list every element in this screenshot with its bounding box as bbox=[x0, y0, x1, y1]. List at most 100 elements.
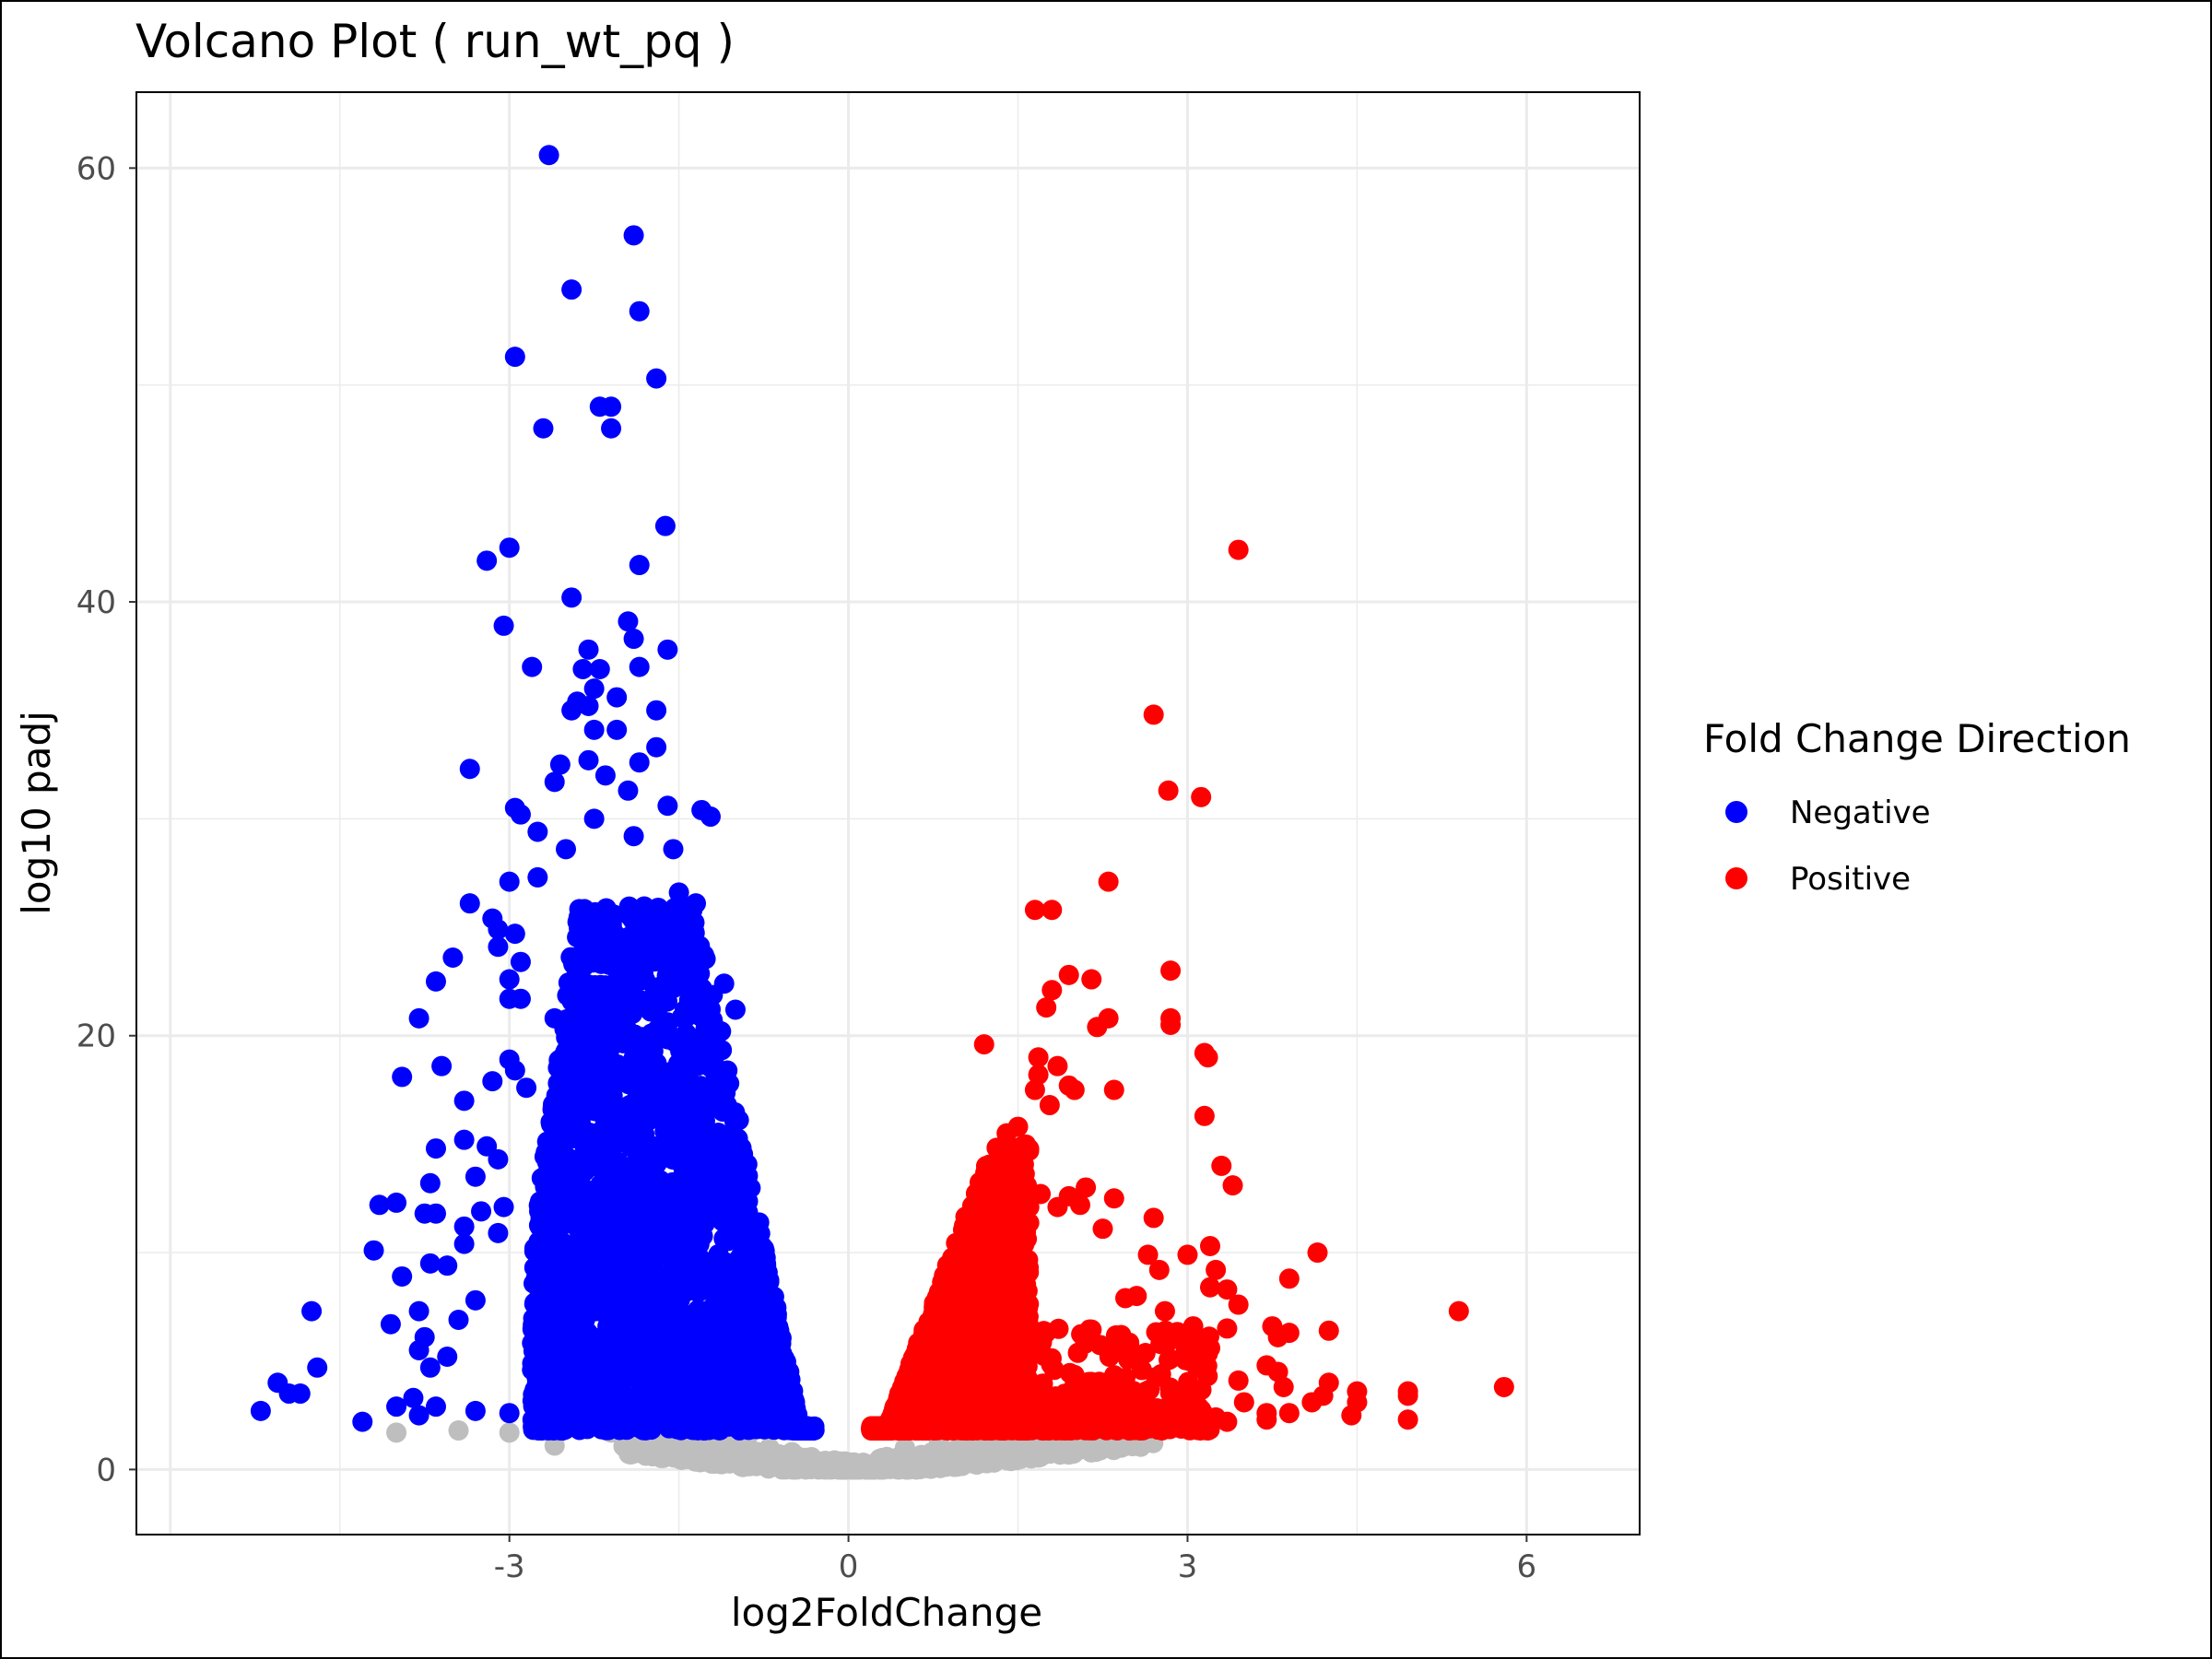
negative-point bbox=[602, 1136, 623, 1158]
negative-point bbox=[618, 780, 639, 801]
negative-point bbox=[646, 368, 667, 389]
negative-point bbox=[488, 1222, 509, 1243]
negative-point bbox=[705, 1327, 726, 1348]
nonsignificant-point bbox=[944, 1440, 965, 1461]
negative-point bbox=[700, 1077, 722, 1098]
negative-point bbox=[408, 1339, 429, 1360]
negative-point bbox=[538, 145, 559, 166]
negative-point bbox=[510, 988, 531, 1009]
negative-point bbox=[754, 1276, 775, 1297]
negative-point bbox=[499, 969, 520, 990]
negative-point bbox=[626, 1046, 647, 1067]
negative-point bbox=[533, 418, 554, 439]
negative-point bbox=[663, 839, 684, 860]
negative-point bbox=[657, 639, 678, 660]
negative-point bbox=[549, 754, 571, 775]
negative-point bbox=[679, 1086, 700, 1107]
negative-point bbox=[700, 1190, 721, 1211]
negative-point bbox=[504, 924, 525, 945]
negative-point bbox=[725, 1280, 747, 1301]
negative-point bbox=[560, 1266, 582, 1288]
negative-point bbox=[590, 1241, 611, 1262]
negative-point bbox=[662, 1171, 683, 1193]
negative-point bbox=[727, 1128, 748, 1149]
data-points bbox=[250, 145, 1514, 1480]
negative-point bbox=[688, 1261, 710, 1282]
negative-point bbox=[558, 972, 579, 994]
negative-point bbox=[674, 1317, 695, 1338]
negative-point bbox=[641, 1417, 663, 1438]
negative-point bbox=[465, 1289, 486, 1311]
negative-point bbox=[544, 1007, 565, 1029]
negative-point bbox=[499, 537, 520, 559]
negative-point bbox=[686, 1371, 707, 1392]
negative-point bbox=[711, 1369, 732, 1390]
negative-point bbox=[534, 1261, 555, 1282]
negative-point bbox=[352, 1411, 373, 1432]
negative-point bbox=[301, 1300, 323, 1322]
negative-point bbox=[662, 1061, 683, 1082]
nonsignificant-point bbox=[894, 1437, 915, 1458]
negative-point bbox=[536, 1163, 558, 1184]
nonsignificant-point bbox=[971, 1441, 993, 1463]
negative-point bbox=[543, 1407, 564, 1429]
negative-point bbox=[623, 826, 644, 847]
negative-point bbox=[612, 1356, 633, 1377]
negative-point bbox=[695, 1418, 716, 1439]
negative-point bbox=[668, 882, 689, 903]
negative-point bbox=[670, 1339, 691, 1360]
negative-point bbox=[453, 1129, 475, 1150]
negative-point bbox=[619, 1267, 641, 1288]
negative-point bbox=[647, 999, 668, 1020]
negative-point bbox=[488, 936, 509, 958]
negative-point bbox=[363, 1240, 384, 1261]
negative-point bbox=[471, 1201, 492, 1222]
negative-point bbox=[580, 1285, 601, 1306]
negative-point bbox=[722, 1402, 743, 1423]
negative-point bbox=[567, 1083, 588, 1104]
negative-point bbox=[665, 1240, 687, 1261]
negative-point bbox=[657, 915, 678, 936]
negative-point bbox=[592, 1205, 613, 1226]
negative-point bbox=[419, 1357, 441, 1378]
nonsignificant-point bbox=[654, 1445, 676, 1466]
negative-point bbox=[448, 1310, 469, 1331]
negative-point bbox=[742, 1346, 763, 1367]
negative-point bbox=[656, 1017, 677, 1038]
negative-point bbox=[695, 1397, 716, 1418]
negative-point bbox=[660, 965, 681, 986]
negative-point bbox=[700, 806, 721, 828]
negative-point bbox=[768, 1347, 789, 1369]
negative-point bbox=[499, 1403, 520, 1424]
negative-point bbox=[678, 1218, 700, 1240]
negative-point bbox=[380, 1313, 401, 1335]
negative-point bbox=[606, 1106, 628, 1127]
negative-point bbox=[425, 1203, 446, 1224]
negative-point bbox=[425, 1138, 446, 1159]
negative-point bbox=[569, 918, 590, 939]
negative-point bbox=[646, 700, 667, 721]
negative-point bbox=[526, 1372, 547, 1394]
negative-point bbox=[717, 1060, 738, 1081]
negative-point bbox=[583, 903, 605, 924]
negative-point bbox=[629, 656, 650, 677]
negative-point bbox=[578, 696, 599, 717]
negative-point bbox=[488, 919, 509, 940]
negative-point bbox=[606, 687, 628, 708]
negative-point bbox=[250, 1400, 271, 1421]
negative-point bbox=[613, 1249, 634, 1270]
negative-point bbox=[628, 1400, 649, 1421]
negative-point bbox=[626, 1308, 647, 1329]
negative-point bbox=[659, 1191, 680, 1212]
negative-point bbox=[663, 1280, 684, 1301]
negative-point bbox=[780, 1369, 801, 1390]
negative-point bbox=[692, 1123, 713, 1144]
negative-point bbox=[307, 1357, 328, 1378]
negative-point bbox=[493, 615, 514, 636]
negative-point bbox=[477, 550, 498, 571]
negative-point bbox=[504, 347, 525, 368]
negative-point bbox=[559, 1212, 581, 1233]
nonsignificant-point bbox=[544, 1435, 565, 1456]
grid bbox=[136, 92, 1640, 1535]
